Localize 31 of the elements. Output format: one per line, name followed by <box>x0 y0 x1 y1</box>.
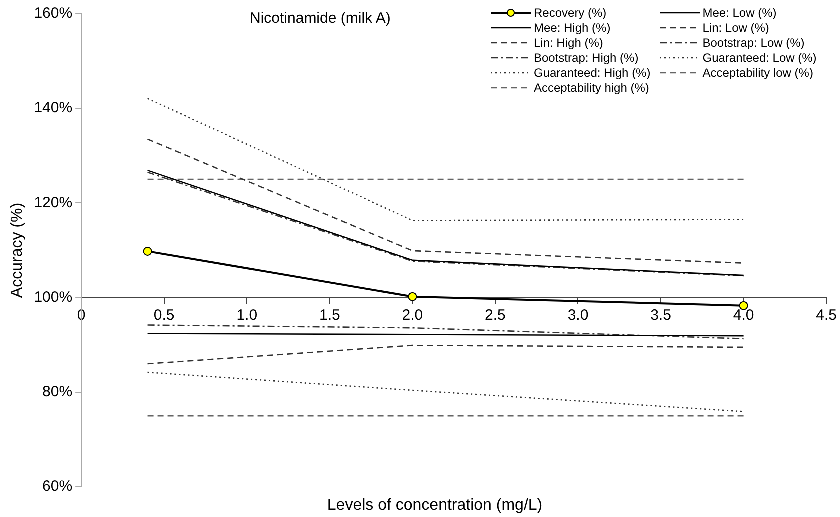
legend-label: Recovery (%) <box>534 6 607 20</box>
point <box>143 246 152 256</box>
legend-label: Acceptability low (%) <box>702 66 814 80</box>
y-tick-label: 100% <box>34 288 73 306</box>
y-tick-label: 60% <box>42 478 73 496</box>
y-tick-label: 120% <box>34 194 73 212</box>
x-tick-label: 2.5 <box>485 306 506 324</box>
legend-label: Mee: Low (%) <box>702 6 777 20</box>
x-tick-label: 2.0 <box>402 306 424 324</box>
y-tick-label: 160% <box>34 5 73 22</box>
point <box>408 292 418 302</box>
legend-label: Bootstrap: High (%) <box>534 51 639 65</box>
x-tick-label: 1.0 <box>236 306 258 324</box>
legend-label: Bootstrap: Low (%) <box>702 36 805 50</box>
legend-label: Mee: High (%) <box>534 21 611 35</box>
legend-label: Acceptability high (%) <box>534 81 650 95</box>
chart-title: Nicotinamide (milk A) <box>250 10 391 27</box>
x-tick-label: 3.5 <box>650 306 672 324</box>
x-tick-label: 4.5 <box>816 306 838 324</box>
y-tick-label: 80% <box>42 384 73 401</box>
legend-label: Guaranteed: Low (%) <box>702 51 817 65</box>
x-tick-label: 4.0 <box>733 306 754 324</box>
y-tick-label: 140% <box>34 100 73 117</box>
x-tick-label: 1.5 <box>319 306 340 324</box>
legend-label: Lin: High (%) <box>534 36 604 50</box>
x-tick-label: 3.0 <box>568 306 589 324</box>
x-tick-label: 0.5 <box>154 306 175 324</box>
legend-label: Guaranteed: High (%) <box>534 66 651 80</box>
x-axis-title: Levels of concentration (mg/L) <box>326 497 544 515</box>
y-axis-title: Accuracy (%) <box>9 202 26 298</box>
legend-label: Lin: Low (%) <box>702 21 770 35</box>
